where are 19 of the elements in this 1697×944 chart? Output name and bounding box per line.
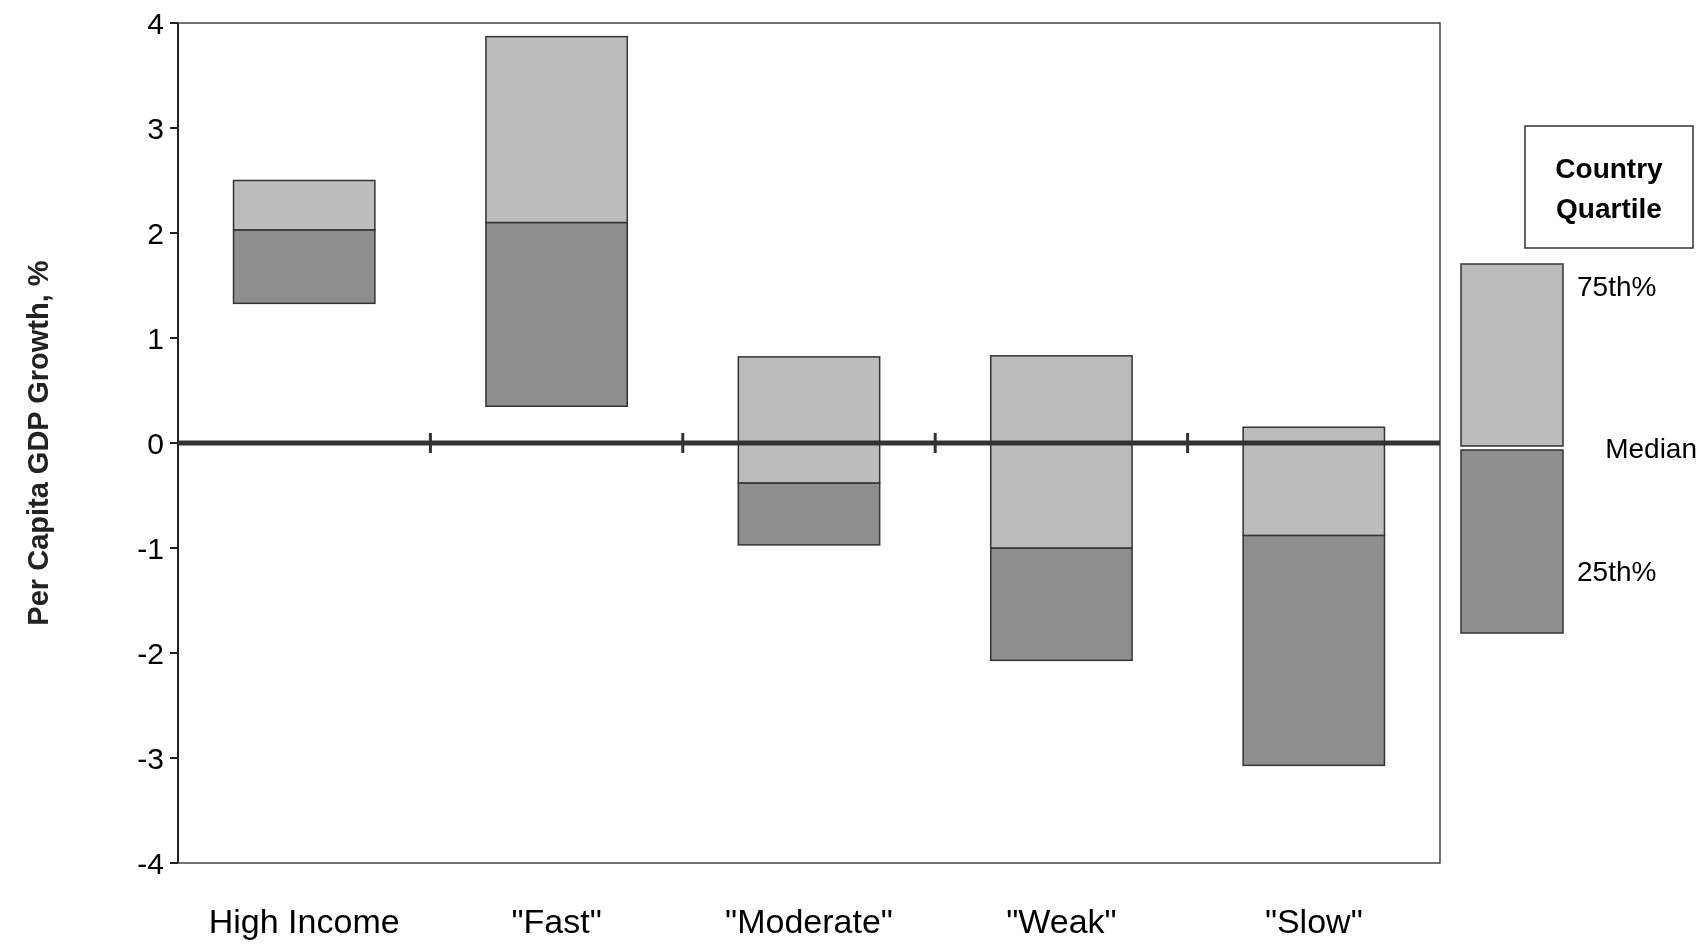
y-tick-label: 1 (147, 321, 164, 355)
y-tick-label: 4 (147, 6, 164, 40)
text: 25th% (1577, 556, 1657, 587)
x-tick-label: "Moderate" (725, 902, 893, 940)
x-tick-label: High Income (208, 902, 400, 940)
y-axis-title: Per Capita GDP Growth, % (22, 260, 54, 626)
y-tick-label: -1 (137, 531, 164, 565)
text: 75th% (1577, 271, 1657, 302)
y-tick-label: -4 (137, 846, 164, 880)
y-tick-label: 0 (147, 426, 164, 460)
legend-title: Country Quartile (1555, 153, 1664, 224)
x-tick-label: "Slow" (1264, 902, 1363, 940)
x-tick-label: "Fast" (511, 902, 602, 940)
y-tick-label: 2 (147, 216, 164, 250)
x-tick-label: "Weak" (1006, 902, 1117, 940)
y-tick-label: 3 (147, 111, 164, 145)
y-tick-label: -2 (137, 636, 164, 670)
text: Median (1605, 433, 1697, 464)
y-tick-label: -3 (137, 741, 164, 775)
